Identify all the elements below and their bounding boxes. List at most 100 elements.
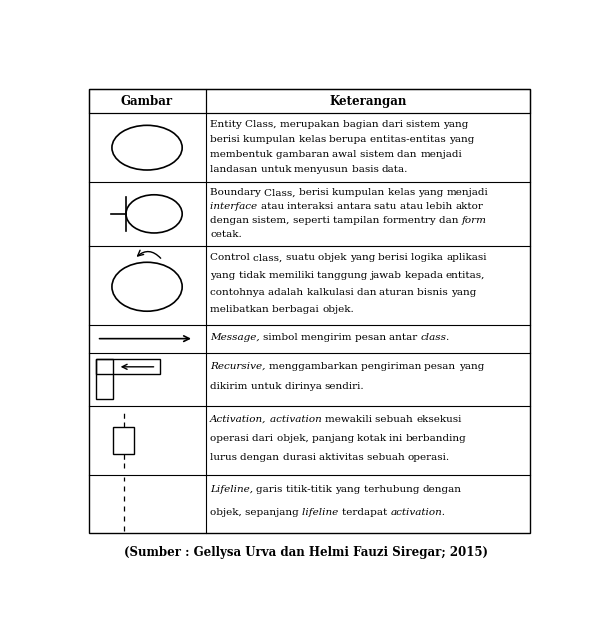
Text: seperti: seperti	[293, 216, 333, 225]
Text: gambaran: gambaran	[276, 150, 333, 159]
Text: eksekusi: eksekusi	[416, 415, 461, 424]
Text: jawab: jawab	[371, 271, 405, 279]
Text: form: form	[461, 216, 487, 225]
Text: tidak: tidak	[239, 271, 269, 279]
Text: bisnis: bisnis	[417, 288, 451, 297]
Text: dari: dari	[253, 434, 276, 443]
Text: menggambarkan: menggambarkan	[269, 362, 361, 371]
Text: garis: garis	[257, 485, 286, 494]
Text: logika: logika	[411, 253, 447, 262]
Text: dikirim: dikirim	[210, 382, 251, 392]
Text: aplikasi: aplikasi	[447, 253, 487, 262]
Text: Gambar: Gambar	[121, 94, 173, 108]
Text: landasan: landasan	[210, 165, 261, 174]
Text: simbol: simbol	[263, 332, 301, 341]
Text: Message,: Message,	[210, 332, 263, 341]
Text: activation.: activation.	[390, 507, 445, 517]
Text: yang: yang	[418, 188, 447, 197]
Text: kumpulan: kumpulan	[332, 188, 387, 197]
Text: sebuah: sebuah	[375, 415, 416, 424]
Text: Control: Control	[210, 253, 253, 262]
Text: antara: antara	[337, 202, 374, 211]
Text: dan: dan	[398, 150, 420, 159]
Text: berisi: berisi	[299, 188, 332, 197]
Text: mewakili: mewakili	[325, 415, 375, 424]
Text: (Sumber : Gellysa Urva dan Helmi Fauzi Siregar; 2015): (Sumber : Gellysa Urva dan Helmi Fauzi S…	[124, 545, 488, 559]
Text: Class,: Class,	[245, 120, 280, 129]
Text: satu: satu	[374, 202, 400, 211]
Text: berbanding: berbanding	[406, 434, 467, 443]
Text: class,: class,	[253, 253, 286, 262]
Text: menyusun: menyusun	[294, 165, 352, 174]
Text: basis: basis	[352, 165, 381, 174]
Text: Activation,: Activation,	[210, 415, 270, 424]
Text: pesan: pesan	[424, 362, 459, 371]
Text: awal: awal	[333, 150, 360, 159]
Text: menjadi: menjadi	[447, 188, 488, 197]
Bar	[205, 89, 530, 114]
Text: objek,: objek,	[210, 507, 245, 517]
Text: yang: yang	[451, 288, 477, 297]
Text: dari: dari	[381, 120, 406, 129]
Text: aktor: aktor	[456, 202, 484, 211]
Text: yang: yang	[350, 253, 378, 262]
Text: activation: activation	[270, 415, 325, 424]
Text: tampilan: tampilan	[333, 216, 383, 225]
Text: lebih: lebih	[426, 202, 456, 211]
Text: dengan: dengan	[423, 485, 461, 494]
Bar	[88, 89, 205, 114]
Text: untuk: untuk	[261, 165, 294, 174]
Text: Class,: Class,	[264, 188, 299, 197]
Text: yang: yang	[210, 271, 239, 279]
Text: sebuah: sebuah	[367, 453, 408, 462]
Text: entitas-entitas: entitas-entitas	[370, 135, 449, 144]
Text: berbagai: berbagai	[272, 305, 322, 314]
Text: yang: yang	[444, 120, 469, 129]
Text: operasi.: operasi.	[408, 453, 450, 462]
Text: lifeline: lifeline	[302, 507, 341, 517]
Text: objek: objek	[318, 253, 350, 262]
Text: titik-titik: titik-titik	[286, 485, 336, 494]
Text: interaksi: interaksi	[287, 202, 337, 211]
Text: operasi: operasi	[210, 434, 253, 443]
Text: dengan: dengan	[241, 453, 283, 462]
Text: terhubung: terhubung	[364, 485, 423, 494]
Text: panjang: panjang	[312, 434, 357, 443]
Text: merupakan: merupakan	[280, 120, 343, 129]
Text: sistem: sistem	[406, 120, 444, 129]
Text: Boundary: Boundary	[210, 188, 264, 197]
Text: bagian: bagian	[343, 120, 381, 129]
Text: antar: antar	[389, 332, 421, 341]
Text: aturan: aturan	[379, 288, 417, 297]
Text: memiliki: memiliki	[269, 271, 317, 279]
Text: data.: data.	[381, 165, 408, 174]
Text: berisi: berisi	[210, 135, 243, 144]
Bar	[113, 427, 134, 454]
Text: Keterangan: Keterangan	[330, 94, 407, 108]
Text: objek,: objek,	[276, 434, 312, 443]
Text: yang: yang	[459, 362, 484, 371]
Text: Lifeline,: Lifeline,	[210, 485, 257, 494]
Text: kalkulasi: kalkulasi	[307, 288, 356, 297]
Text: menjadi: menjadi	[420, 150, 462, 159]
Text: berisi: berisi	[378, 253, 411, 262]
Text: ini: ini	[389, 434, 406, 443]
Text: sistem,: sistem,	[253, 216, 293, 225]
Text: dirinya: dirinya	[285, 382, 325, 392]
Text: sendiri.: sendiri.	[325, 382, 364, 392]
Text: yang: yang	[449, 135, 474, 144]
Text: dengan: dengan	[210, 216, 253, 225]
Text: kotak: kotak	[357, 434, 389, 443]
Text: Recursive,: Recursive,	[210, 362, 269, 371]
Text: Entity: Entity	[210, 120, 245, 129]
Text: kelas: kelas	[298, 135, 329, 144]
Bar	[96, 359, 113, 399]
Text: kelas: kelas	[387, 188, 418, 197]
Text: berupa: berupa	[329, 135, 370, 144]
Text: terdapat: terdapat	[341, 507, 390, 517]
Text: interface: interface	[210, 202, 261, 211]
Text: cetak.: cetak.	[210, 230, 242, 239]
Bar	[96, 359, 160, 375]
Text: yang: yang	[336, 485, 364, 494]
Text: formentry: formentry	[383, 216, 439, 225]
